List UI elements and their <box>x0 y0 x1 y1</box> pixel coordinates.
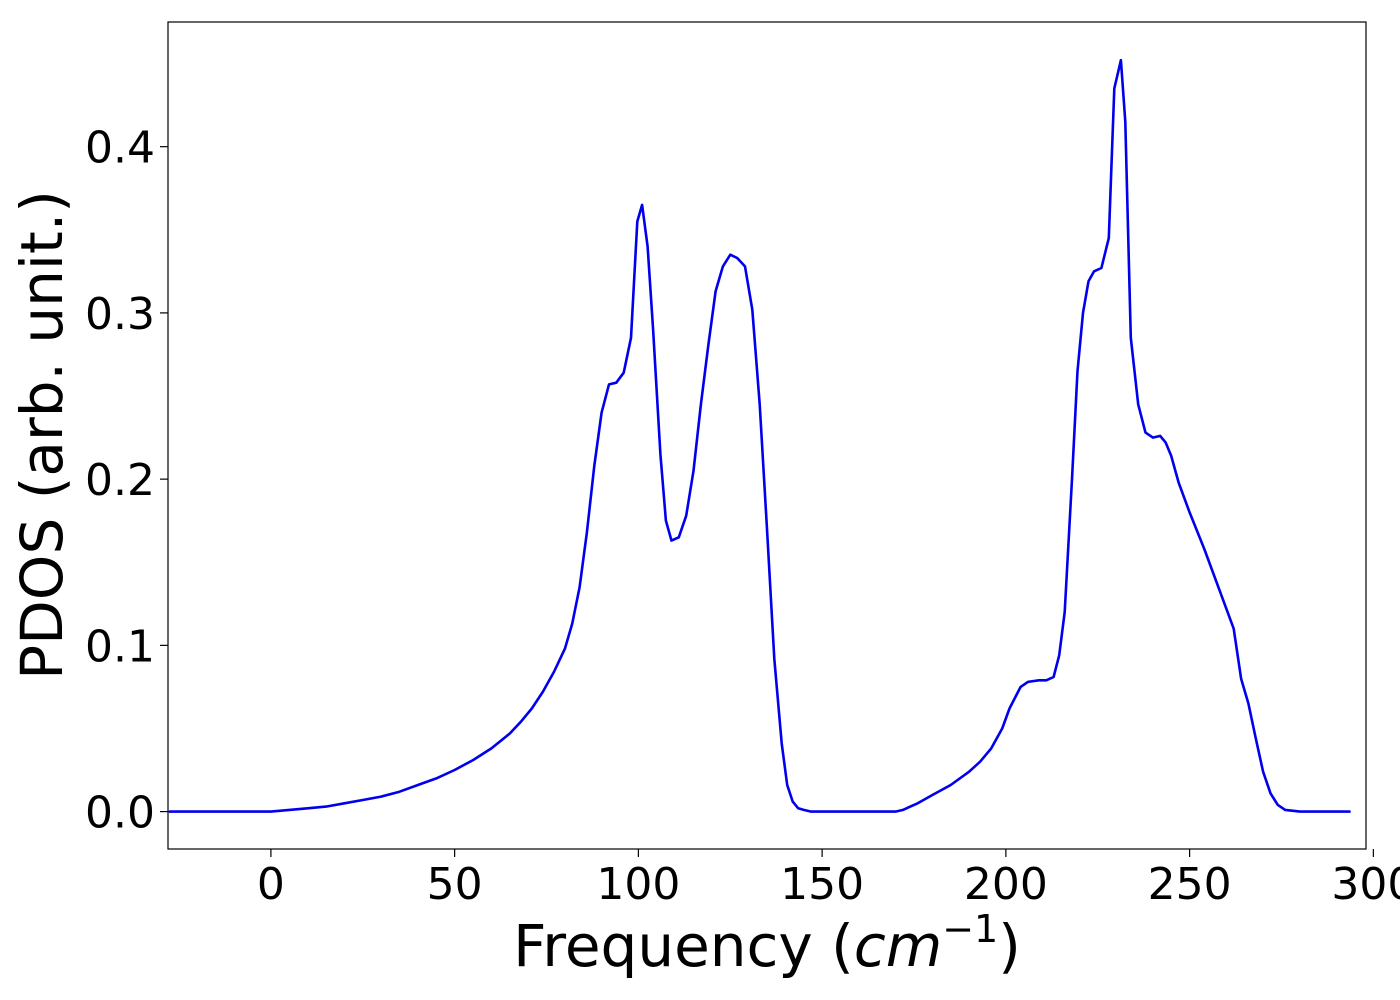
y-tick-label: 0.4 <box>85 123 155 174</box>
y-tick-label: 0.1 <box>85 621 155 672</box>
series-layer <box>168 58 1351 813</box>
pdos-line <box>168 58 1351 813</box>
y-tick-label: 0.0 <box>85 788 155 839</box>
x-axis-title: Frequency (cm−1) <box>513 907 1021 980</box>
y-axis-title: PDOS (arb. unit.) <box>8 190 76 680</box>
plot-frame <box>167 21 1367 850</box>
y-tick-label: 0.3 <box>85 289 155 340</box>
y-axis: 0.0 0.1 0.2 0.3 0.4 <box>85 123 168 839</box>
y-tick-label: 0.2 <box>85 455 155 506</box>
x-tick-label: 50 <box>427 859 483 910</box>
x-tick-label: 200 <box>964 859 1048 910</box>
x-tick-label: 300 <box>1331 859 1400 910</box>
x-tick-label: 0 <box>257 859 285 910</box>
x-tick-label: 150 <box>780 859 864 910</box>
x-tick-label: 100 <box>596 859 680 910</box>
x-tick-label: 250 <box>1148 859 1232 910</box>
x-axis: 0 50 100 150 200 250 300 <box>257 849 1400 910</box>
